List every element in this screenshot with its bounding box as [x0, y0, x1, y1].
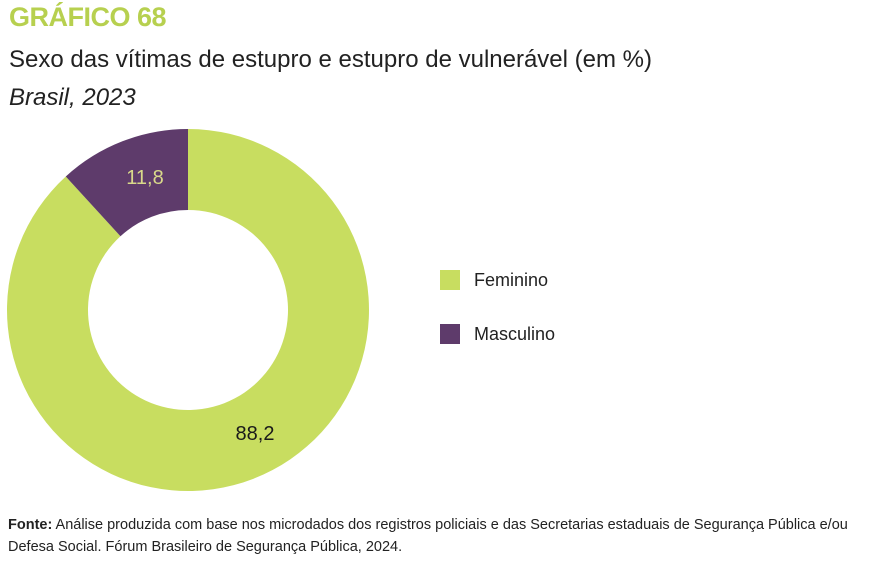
- chart-title: Sexo das vítimas de estupro e estupro de…: [9, 46, 652, 73]
- chart-subtitle: Brasil, 2023: [9, 84, 136, 111]
- legend-item-feminino: Feminino: [440, 266, 555, 294]
- source-label: Fonte:: [8, 517, 53, 533]
- data-label-masculino: 11,8: [126, 167, 163, 189]
- legend-label: Feminino: [474, 269, 549, 290]
- legend-swatch-masculino: [440, 324, 460, 344]
- source-text: Análise produzida com base nos microdado…: [8, 517, 848, 555]
- source-note: Fonte: Análise produzida com base nos mi…: [8, 514, 883, 558]
- figure-label: GRÁFICO 68: [9, 2, 167, 32]
- slice-masculino: [65, 129, 188, 237]
- legend-label: Masculino: [474, 323, 556, 344]
- legend: Feminino Masculino: [440, 266, 555, 374]
- data-label-feminino: 88,2: [236, 423, 275, 445]
- slice-feminino: [7, 129, 370, 491]
- legend-item-masculino: Masculino: [440, 320, 555, 348]
- legend-swatch-feminino: [440, 270, 460, 290]
